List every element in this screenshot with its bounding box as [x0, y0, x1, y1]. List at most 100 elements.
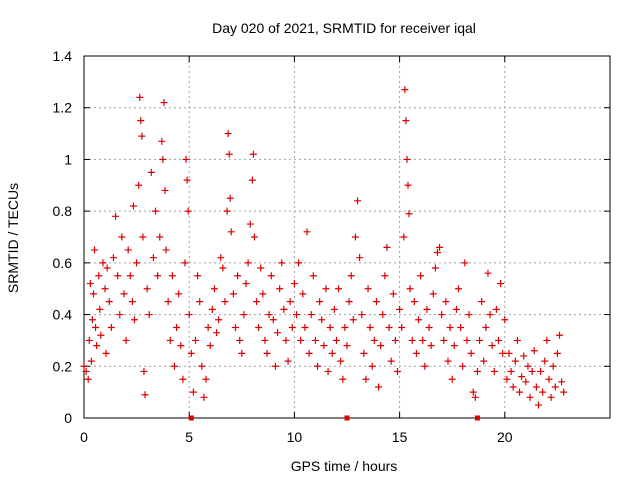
x-tick-label: 10: [287, 429, 303, 445]
data-point: [473, 367, 481, 375]
data-point: [526, 393, 534, 401]
data-point: [482, 324, 490, 331]
data-point: [425, 324, 433, 331]
data-point: [261, 336, 269, 344]
data-point: [324, 367, 332, 375]
data-point: [436, 243, 444, 251]
data-point: [528, 367, 536, 375]
data-point: [87, 357, 95, 365]
data-point: [154, 272, 162, 280]
data-point: [341, 324, 349, 331]
data-point: [215, 316, 223, 324]
data-point: [149, 254, 157, 262]
data-point: [448, 375, 456, 383]
gap-marker: [474, 415, 480, 421]
data-point: [91, 246, 99, 254]
data-point: [136, 93, 144, 101]
data-point: [543, 336, 551, 344]
data-point: [368, 362, 376, 370]
data-point: [303, 228, 311, 236]
data-point: [459, 362, 467, 370]
data-point: [89, 290, 97, 298]
data-point: [259, 290, 267, 298]
data-point: [539, 388, 547, 396]
data-point: [143, 285, 151, 293]
data-point: [556, 331, 564, 339]
data-point: [202, 375, 210, 383]
data-point: [356, 254, 364, 262]
data-point: [503, 375, 511, 383]
data-point: [366, 324, 374, 331]
data-point: [102, 349, 110, 357]
data-point: [465, 311, 473, 319]
data-point: [92, 324, 100, 331]
data-point: [99, 259, 107, 267]
data-point: [478, 298, 486, 306]
data-point: [403, 155, 411, 163]
data-point: [278, 259, 286, 267]
data-point: [545, 375, 553, 383]
data-point: [520, 352, 528, 360]
data-point: [138, 132, 146, 140]
data-point: [490, 367, 498, 375]
data-point: [551, 383, 559, 391]
data-point: [343, 342, 351, 350]
data-point: [461, 259, 469, 267]
data-point: [156, 233, 164, 241]
data-point: [524, 362, 532, 370]
data-point: [128, 298, 136, 306]
data-point: [328, 349, 336, 357]
data-point: [419, 336, 427, 344]
y-tick-label: 0.2: [53, 358, 73, 374]
data-point: [219, 264, 227, 272]
data-point: [534, 401, 542, 409]
data-point: [398, 324, 406, 331]
data-point: [547, 393, 555, 401]
data-point: [196, 298, 204, 306]
y-tick-label: 1.2: [53, 100, 73, 116]
gap-marker: [344, 415, 350, 421]
data-point: [440, 336, 448, 344]
data-point: [377, 342, 385, 350]
data-point: [412, 349, 420, 357]
data-point: [118, 233, 126, 241]
data-point: [480, 357, 488, 365]
data-point: [181, 259, 189, 267]
x-axis-title: GPS time / hours: [291, 458, 398, 474]
data-point: [370, 336, 378, 344]
data-point: [109, 254, 117, 262]
data-point: [405, 210, 413, 218]
gap-marker: [188, 415, 194, 421]
data-point: [507, 367, 515, 375]
data-point: [492, 305, 500, 313]
data-point: [101, 285, 109, 293]
data-point: [177, 342, 185, 350]
data-point: [152, 207, 160, 215]
data-point: [347, 272, 355, 280]
data-point: [516, 388, 524, 396]
data-point: [271, 362, 279, 370]
data-point: [349, 316, 357, 324]
data-point: [282, 336, 290, 344]
data-point: [410, 298, 418, 306]
data-point: [116, 311, 124, 319]
data-point: [192, 336, 200, 344]
data-point: [95, 272, 103, 280]
data-point: [126, 272, 134, 280]
data-point: [423, 305, 431, 313]
data-point: [360, 349, 368, 357]
data-point: [444, 357, 452, 365]
data-point: [446, 324, 454, 331]
data-point: [438, 311, 446, 319]
y-tick-label: 1.4: [53, 48, 73, 64]
data-point: [288, 324, 296, 331]
data-point: [185, 311, 193, 319]
data-point: [339, 375, 347, 383]
y-tick-label: 0.4: [53, 307, 73, 323]
data-point: [318, 316, 326, 324]
data-point: [140, 367, 148, 375]
data-point: [415, 316, 423, 324]
data-point: [168, 272, 176, 280]
data-point: [314, 362, 322, 370]
